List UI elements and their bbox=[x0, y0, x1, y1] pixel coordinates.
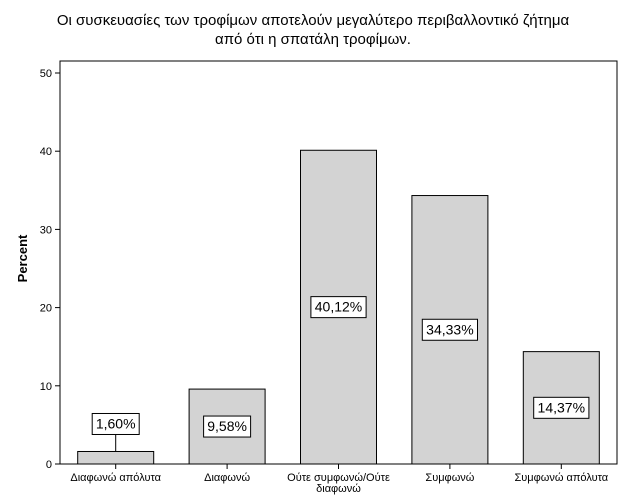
y-tick-label: 20 bbox=[40, 303, 52, 315]
y-tick-label: 0 bbox=[46, 459, 52, 471]
y-tick-label: 40 bbox=[40, 146, 52, 158]
data-label-box bbox=[421, 318, 478, 341]
data-label: 34,33% bbox=[426, 321, 473, 337]
data-label: 9,58% bbox=[207, 418, 247, 434]
x-tick-label: Ούτε συμφωνώ/Ούτε bbox=[287, 472, 390, 484]
data-label: 14,37% bbox=[538, 399, 585, 415]
data-label-box bbox=[533, 396, 590, 419]
chart-title-line: Οι συσκευασίες των τροφίμων αποτελούν με… bbox=[57, 12, 570, 29]
x-tick-label: Συμφωνώ bbox=[425, 472, 474, 484]
x-tick-label: Διαφωνώ απόλυτα bbox=[70, 472, 161, 484]
data-label: 1,60% bbox=[96, 415, 136, 431]
data-label-box bbox=[310, 296, 367, 319]
bars: 1,60% 9,58% 40,12% 34,33% 14,37% bbox=[77, 149, 600, 465]
x-tick-label: Διαφωνώ bbox=[204, 472, 250, 484]
x-axis: Διαφωνώ απόλυτα Διαφωνώ Ούτε συμφωνώ/Ούτεδ… bbox=[70, 464, 609, 495]
x-tick-label: Συμφωνώ απόλυτα bbox=[514, 472, 608, 484]
x-tick-label: διαφωνώ bbox=[316, 483, 361, 495]
chart-title-line: από ότι η σπατάλη τροφίμων. bbox=[215, 31, 411, 48]
y-tick-label: 30 bbox=[40, 224, 52, 236]
bar bbox=[77, 450, 155, 465]
y-tick-label: 10 bbox=[40, 381, 52, 393]
data-label-box bbox=[203, 415, 252, 438]
data-label: 40,12% bbox=[315, 299, 362, 315]
y-axis: 0 10 20 30 40 50 bbox=[40, 68, 60, 471]
chart-title: Οι συσκευασίες των τροφίμων αποτελούν με… bbox=[57, 12, 570, 48]
y-tick-label: 50 bbox=[40, 68, 52, 80]
y-axis-label: Percent bbox=[15, 234, 30, 282]
